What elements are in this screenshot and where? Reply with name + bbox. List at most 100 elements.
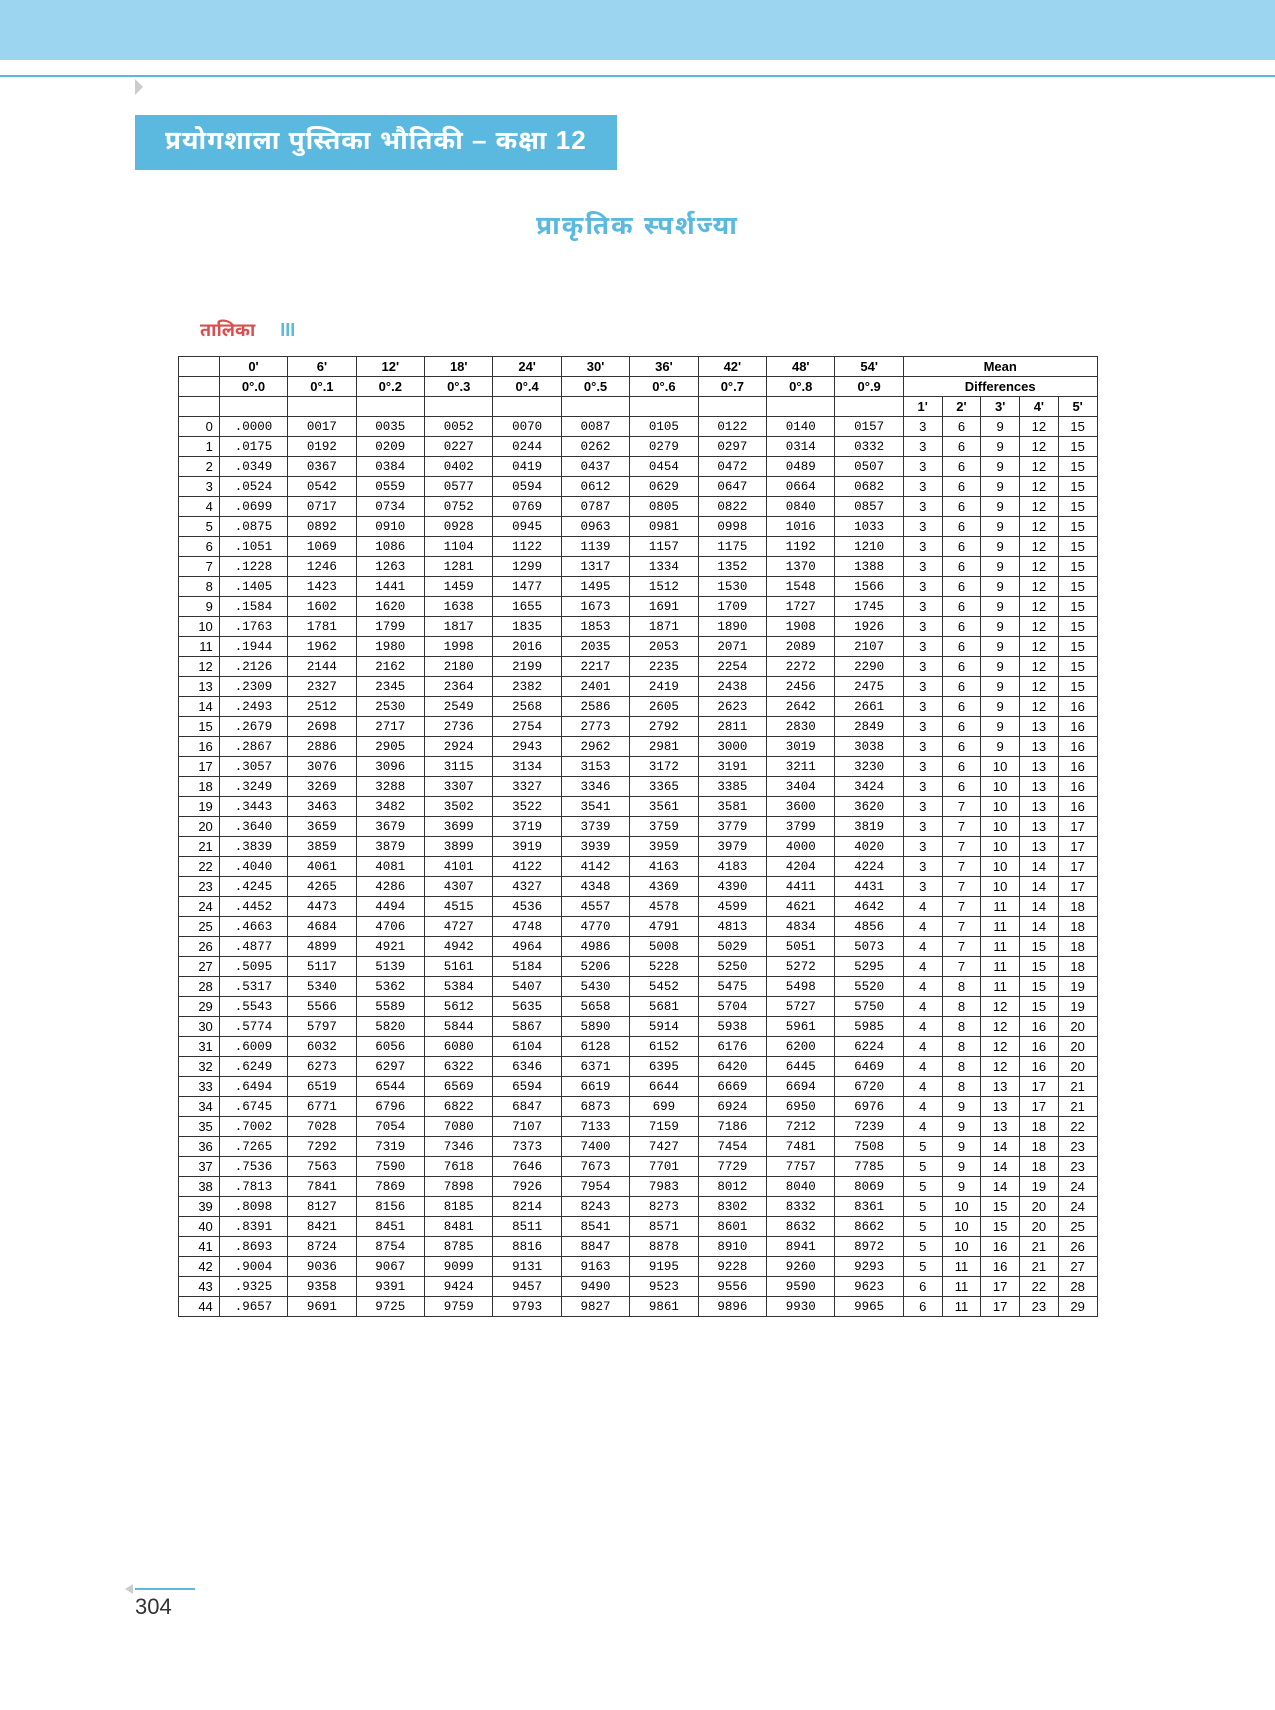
table-row: 34.6745677167966822684768736996924695069… bbox=[178, 1097, 1097, 1117]
table-cell: 6 bbox=[942, 757, 981, 777]
table-cell: 1799 bbox=[356, 617, 424, 637]
table-row: 7.12281246126312811299131713341352137013… bbox=[178, 557, 1097, 577]
table-cell: 0805 bbox=[630, 497, 698, 517]
table-row: 28.5317534053625384540754305452547554985… bbox=[178, 977, 1097, 997]
table-cell: 20 bbox=[1020, 1217, 1059, 1237]
table-cell: 0157 bbox=[835, 417, 903, 437]
table-cell: 7729 bbox=[698, 1157, 766, 1177]
table-cell: 4348 bbox=[561, 877, 629, 897]
table-cell: .3249 bbox=[219, 777, 287, 797]
table-cell: 2830 bbox=[767, 717, 835, 737]
table-cell: 2773 bbox=[561, 717, 629, 737]
table-cell: 7898 bbox=[425, 1177, 493, 1197]
table-cell: 1086 bbox=[356, 537, 424, 557]
table-cell: 24 bbox=[178, 897, 219, 917]
table-cell: 12 bbox=[1020, 537, 1059, 557]
table-cell: 2642 bbox=[767, 697, 835, 717]
table-cell: 2586 bbox=[561, 697, 629, 717]
table-cell: 6976 bbox=[835, 1097, 903, 1117]
table-cell: 3 bbox=[903, 457, 942, 477]
table-cell: 6519 bbox=[288, 1077, 356, 1097]
table-cell: 0577 bbox=[425, 477, 493, 497]
table-row: 13.2309232723452364238224012419243824562… bbox=[178, 677, 1097, 697]
table-header-cell: 0°.8 bbox=[767, 377, 835, 397]
table-cell: 7133 bbox=[561, 1117, 629, 1137]
table-cell: 4081 bbox=[356, 857, 424, 877]
table-cell: 5430 bbox=[561, 977, 629, 997]
table-cell: 0963 bbox=[561, 517, 629, 537]
table-cell: 3620 bbox=[835, 797, 903, 817]
table-cell: 2438 bbox=[698, 677, 766, 697]
table-cell: 12 bbox=[1020, 597, 1059, 617]
table-cell: 2199 bbox=[493, 657, 561, 677]
table-cell: 2345 bbox=[356, 677, 424, 697]
table-cell: 22 bbox=[1058, 1117, 1097, 1137]
table-cell: 4621 bbox=[767, 897, 835, 917]
table-cell: 8451 bbox=[356, 1217, 424, 1237]
table-cell: 4964 bbox=[493, 937, 561, 957]
table-cell: 5704 bbox=[698, 997, 766, 1017]
table-cell: 8481 bbox=[425, 1217, 493, 1237]
table-header-cell: 54' bbox=[835, 357, 903, 377]
main-heading: प्राकृतिक स्पर्शज्या bbox=[0, 210, 1275, 245]
table-cell: 5008 bbox=[630, 937, 698, 957]
table-cell: 0769 bbox=[493, 497, 561, 517]
table-cell: 1281 bbox=[425, 557, 493, 577]
table-cell: 14 bbox=[981, 1137, 1020, 1157]
table-cell: 1104 bbox=[425, 537, 493, 557]
table-cell: 6847 bbox=[493, 1097, 561, 1117]
table-header-cell: Mean bbox=[903, 357, 1097, 377]
table-cell: 18 bbox=[1020, 1117, 1059, 1137]
table-cell: 7400 bbox=[561, 1137, 629, 1157]
table-cell: 0472 bbox=[698, 457, 766, 477]
table-cell: 10 bbox=[981, 817, 1020, 837]
table-cell: 0192 bbox=[288, 437, 356, 457]
table-cell: 1033 bbox=[835, 517, 903, 537]
table-cell: 3269 bbox=[288, 777, 356, 797]
table-cell: 5295 bbox=[835, 957, 903, 977]
table-cell: 41 bbox=[178, 1237, 219, 1257]
table-label-word: तालिका bbox=[200, 320, 255, 340]
table-cell: 9 bbox=[981, 477, 1020, 497]
table-cell: .1051 bbox=[219, 537, 287, 557]
table-cell: 13 bbox=[981, 1117, 1020, 1137]
table-cell: 3 bbox=[903, 717, 942, 737]
table-cell: 6224 bbox=[835, 1037, 903, 1057]
table-cell: 2475 bbox=[835, 677, 903, 697]
table-cell: 9 bbox=[981, 517, 1020, 537]
table-cell: 4327 bbox=[493, 877, 561, 897]
table-cell: 24 bbox=[1058, 1197, 1097, 1217]
table-cell: 4 bbox=[903, 1097, 942, 1117]
table-cell: 0279 bbox=[630, 437, 698, 457]
table-cell: 6594 bbox=[493, 1077, 561, 1097]
table-cell: 3 bbox=[903, 417, 942, 437]
table-cell: 12 bbox=[1020, 637, 1059, 657]
table-row: 0.00000017003500520070008701050122014001… bbox=[178, 417, 1097, 437]
table-cell: 35 bbox=[178, 1117, 219, 1137]
table-cell: 4142 bbox=[561, 857, 629, 877]
table-cell: 9099 bbox=[425, 1257, 493, 1277]
table-cell: 1139 bbox=[561, 537, 629, 557]
table-cell: 13 bbox=[1020, 757, 1059, 777]
table-cell: 3502 bbox=[425, 797, 493, 817]
table-cell: 12 bbox=[1020, 657, 1059, 677]
table-cell: 4000 bbox=[767, 837, 835, 857]
table-cell: 5029 bbox=[698, 937, 766, 957]
table-cell: 3600 bbox=[767, 797, 835, 817]
table-cell: 2254 bbox=[698, 657, 766, 677]
table-cell: 0734 bbox=[356, 497, 424, 517]
chapter-marker-icon bbox=[135, 79, 145, 95]
table-cell: 0664 bbox=[767, 477, 835, 497]
table-header-cell bbox=[493, 397, 561, 417]
table-cell: .1944 bbox=[219, 637, 287, 657]
table-cell: 13 bbox=[1020, 737, 1059, 757]
table-cell: 5844 bbox=[425, 1017, 493, 1037]
table-cell: 3 bbox=[903, 577, 942, 597]
table-cell: 14 bbox=[1020, 877, 1059, 897]
table-cell: 2290 bbox=[835, 657, 903, 677]
table-body: 0.00000017003500520070008701050122014001… bbox=[178, 417, 1097, 1317]
table-cell: 19 bbox=[178, 797, 219, 817]
table-cell: 0105 bbox=[630, 417, 698, 437]
table-cell: 4642 bbox=[835, 897, 903, 917]
table-cell: 0629 bbox=[630, 477, 698, 497]
